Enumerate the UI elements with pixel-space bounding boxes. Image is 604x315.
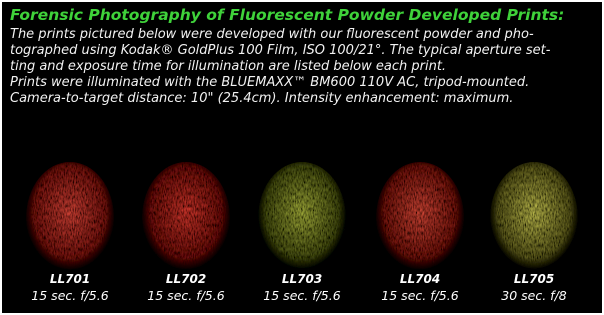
print-exposure: 15 sec. f/5.6 [31, 288, 108, 303]
print-exposure: 15 sec. f/5.6 [263, 288, 340, 303]
print-exposure: 15 sec. f/5.6 [147, 288, 224, 303]
print-id: LL704 [400, 272, 440, 286]
body-line: ting and exposure time for illumination … [10, 59, 446, 74]
fingerprint [376, 162, 464, 274]
body-line: The prints pictured below were developed… [10, 27, 534, 42]
print-exposure: 15 sec. f/5.6 [381, 288, 458, 303]
body-line: tographed using Kodak® GoldPlus 100 Film… [10, 43, 551, 58]
fingerprint [258, 162, 346, 274]
print-exposure: 30 sec. f/8 [501, 288, 567, 303]
print-id: LL705 [514, 272, 554, 286]
fingerprint [142, 162, 230, 274]
print-id: LL703 [282, 272, 322, 286]
panel: Forensic Photography of Fluorescent Powd… [0, 0, 604, 315]
print-id: LL701 [50, 272, 90, 286]
fingerprint [26, 162, 114, 274]
fingerprint [490, 162, 578, 274]
page: {"header": {"title": "Forensic Photograp… [0, 0, 604, 315]
body-line: Prints were illuminated with the BLUEMAX… [10, 75, 529, 90]
title: Forensic Photography of Fluorescent Powd… [10, 6, 564, 24]
body-line: Camera-to-target distance: 10" (25.4cm).… [10, 91, 513, 106]
print-id: LL702 [166, 272, 206, 286]
